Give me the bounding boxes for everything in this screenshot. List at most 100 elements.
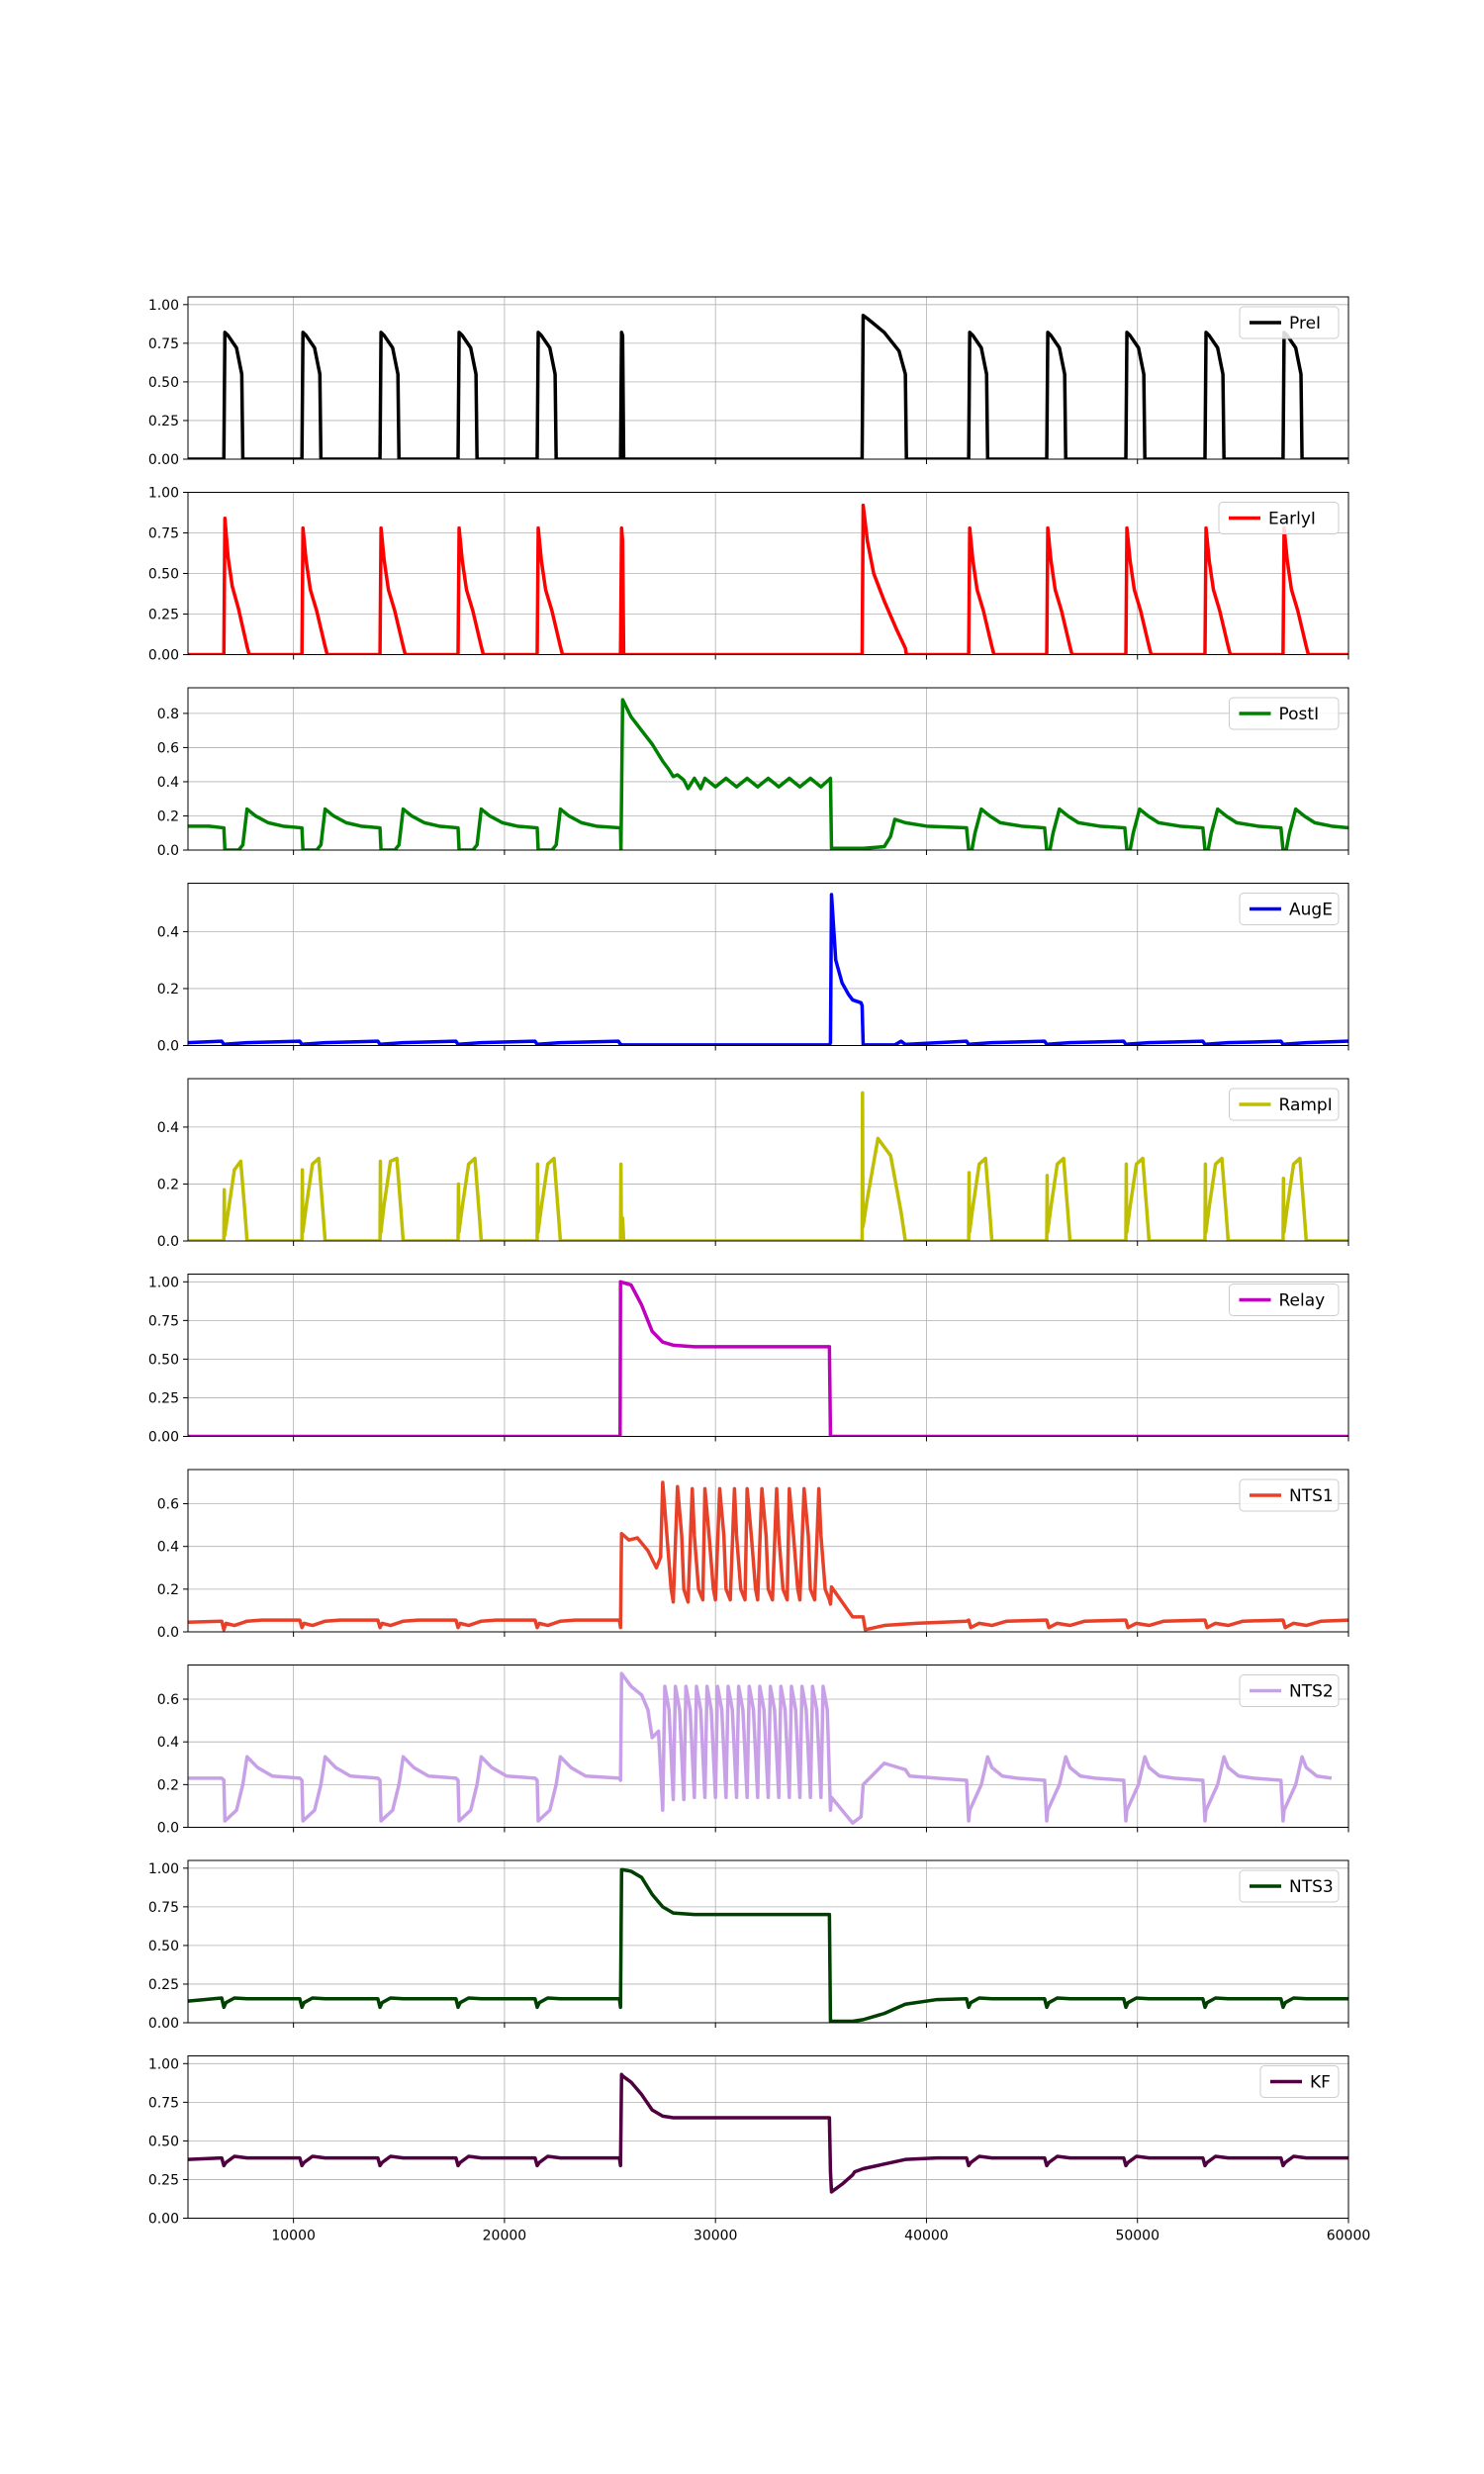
y-tick-label: 0.6 — [157, 1497, 179, 1513]
legend-box — [1229, 1088, 1340, 1121]
legend-kf: KF — [1259, 2065, 1340, 2098]
y-tick-label: 0.2 — [157, 809, 179, 824]
x-tick-label: 20000 — [483, 2229, 527, 2244]
y-tick-label: 0.2 — [157, 1177, 179, 1192]
y-tick-label: 0.75 — [148, 1313, 179, 1329]
legend-posti: PostI — [1229, 697, 1340, 730]
y-tick-label: 0.25 — [148, 414, 179, 429]
y-tick-label: 0.75 — [148, 526, 179, 542]
y-tick-label: 0.4 — [157, 1540, 179, 1556]
y-tick-label: 0.4 — [157, 924, 179, 940]
chart-nts3: 0.00 0.25 0.50 0.75 1.00 NTS3 — [148, 1859, 1349, 2032]
y-tick-label: 0.25 — [148, 1977, 179, 1993]
y-tick-label: 0.25 — [148, 1390, 179, 1406]
x-tick-label: 60000 — [1327, 2229, 1371, 2244]
series-line-nts3 — [188, 1867, 1348, 2023]
y-tick-label: 0.2 — [157, 982, 179, 998]
y-tick-label: 0.4 — [157, 775, 179, 791]
y-tick-label: 0.0 — [157, 1039, 179, 1055]
y-tick-label: 0.4 — [157, 1735, 179, 1751]
y-tick-label: 0.00 — [148, 452, 179, 468]
y-tick-label: 0.25 — [148, 608, 179, 623]
y-tick-label: 0.00 — [148, 2016, 179, 2032]
y-tick-label: 0.0 — [157, 843, 179, 859]
series-line-kf — [188, 2072, 1348, 2194]
legend-label: AugE — [1289, 901, 1333, 920]
chart-auge: 0.0 0.2 0.4 AugE — [157, 883, 1349, 1055]
legend-label: Relay — [1279, 1291, 1326, 1311]
y-tick-label: 0.4 — [157, 1120, 179, 1136]
legend-box — [1229, 697, 1340, 730]
legend-label: PreI — [1289, 314, 1321, 333]
y-tick-label: 0.50 — [148, 2134, 179, 2149]
axes-frame — [187, 1665, 1349, 1828]
series-line-auge — [188, 893, 1348, 1046]
legend-nts1: NTS1 — [1239, 1478, 1340, 1512]
y-tick-label: 0.00 — [148, 648, 179, 664]
chart-kf: 0.00 0.25 0.50 0.75 1.00 10000 20000 30000 40000… — [148, 2055, 1371, 2244]
y-tick-label: 1.00 — [148, 2056, 179, 2072]
legend-label: PostI — [1279, 705, 1320, 724]
y-tick-label: 1.00 — [148, 298, 179, 314]
axes-frame — [187, 1469, 1349, 1633]
legend-box — [1218, 502, 1340, 534]
series-line-nts1 — [188, 1480, 1348, 1632]
y-tick-label: 0.50 — [148, 375, 179, 391]
y-tick-label: 0.8 — [157, 707, 179, 722]
legend-prei: PreI — [1239, 306, 1340, 339]
legend-label: KF — [1310, 2073, 1331, 2093]
legend-label: NTS2 — [1289, 1682, 1334, 1702]
legend-label: NTS3 — [1289, 1877, 1334, 1897]
axes-frame — [187, 1078, 1349, 1242]
y-tick-label: 0.00 — [148, 2212, 179, 2228]
axes-frame — [187, 296, 1349, 460]
axes-frame — [187, 687, 1349, 851]
legend-box — [1239, 1869, 1340, 1903]
y-tick-label: 0.75 — [148, 2095, 179, 2111]
y-tick-label: 0.0 — [157, 1234, 179, 1250]
legend-earlyi: EarlyI — [1218, 502, 1340, 534]
legend-box — [1229, 1284, 1340, 1316]
legend-box — [1239, 1674, 1340, 1707]
chart-prei: 0.00 0.25 0.50 0.75 1.00 PreI — [148, 296, 1349, 468]
y-tick-label: 1.00 — [148, 1861, 179, 1877]
legend-label: NTS1 — [1289, 1486, 1334, 1506]
legend-nts3: NTS3 — [1239, 1869, 1340, 1903]
axes-frame — [187, 1859, 1349, 2024]
y-tick-label: 0.0 — [157, 1821, 179, 1837]
legend-label: EarlyI — [1268, 510, 1316, 529]
legend-box — [1239, 1478, 1340, 1512]
legend-nts2: NTS2 — [1239, 1674, 1340, 1707]
series-line-posti — [188, 698, 1348, 850]
y-tick-label: 0.50 — [148, 1352, 179, 1368]
y-tick-label: 0.00 — [148, 1430, 179, 1446]
y-tick-label: 0.0 — [157, 1625, 179, 1641]
y-tick-label: 0.75 — [148, 1900, 179, 1916]
legend-auge: AugE — [1239, 893, 1340, 925]
axes-frame — [187, 1274, 1349, 1437]
y-tick-label: 0.2 — [157, 1582, 179, 1598]
axes-frame — [187, 883, 1349, 1046]
series-line-relay — [188, 1280, 1348, 1437]
legend-relay: Relay — [1229, 1284, 1340, 1316]
chart-earlyi: 0.00 0.25 0.50 0.75 1.00 EarlyI — [148, 486, 1349, 664]
series-line-nts2 — [188, 1671, 1333, 1825]
chart-nts1: 0.0 0.2 0.4 0.6 NTS1 — [157, 1469, 1349, 1641]
y-tick-label: 0.50 — [148, 567, 179, 583]
legend-box — [1239, 306, 1340, 339]
y-tick-label: 1.00 — [148, 1275, 179, 1290]
x-tick-label: 30000 — [694, 2229, 738, 2244]
legend-box — [1239, 893, 1340, 925]
chart-posti: 0.0 0.2 0.4 0.6 0.8 PostI — [157, 687, 1349, 859]
series-line-prei — [188, 313, 1348, 459]
y-tick-label: 0.6 — [157, 1692, 179, 1708]
chart-nts2: 0.0 0.2 0.4 0.6 NTS2 — [157, 1665, 1349, 1837]
x-tick-label: 50000 — [1115, 2229, 1159, 2244]
x-tick-label: 10000 — [271, 2229, 316, 2244]
y-tick-label: 1.00 — [148, 486, 179, 502]
y-tick-label: 0.2 — [157, 1777, 179, 1793]
series-line-rampi — [188, 1091, 1348, 1241]
chart-rampi: 0.0 0.2 0.4 RampI — [157, 1078, 1349, 1250]
axes-frame — [187, 2055, 1349, 2219]
